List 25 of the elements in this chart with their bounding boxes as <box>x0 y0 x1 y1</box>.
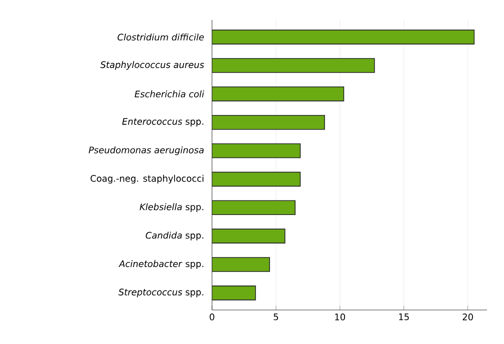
y-tick-label: Staphylococcus aureus <box>100 61 204 70</box>
y-tick-label: Pseudomonas aeruginosa <box>88 146 204 156</box>
y-tick-label: Coag.-neg. staphylococci <box>90 174 204 184</box>
y-tick-label: Clostridium difficile <box>118 34 204 41</box>
bar <box>212 30 475 44</box>
bar <box>212 228 286 244</box>
x-tick-label: 10 <box>335 314 346 320</box>
bar <box>212 58 375 73</box>
y-tick-label: Enterococcus spp. <box>122 118 204 127</box>
x-tick-label: 15 <box>399 314 409 320</box>
bar <box>212 143 301 158</box>
y-tick-label: Streptococcus spp. <box>118 288 204 298</box>
bar <box>212 286 256 300</box>
bar <box>212 114 325 130</box>
bar <box>212 86 344 102</box>
bar <box>212 257 270 272</box>
x-tick-label: 20 <box>462 314 473 320</box>
y-tick-label: Candida spp. <box>146 232 204 240</box>
y-tick-label: Escherichia coli <box>134 90 204 98</box>
y-tick-label: Acinetobacter spp. <box>118 260 204 269</box>
bar <box>212 172 301 187</box>
x-tick-label: 0 <box>210 314 214 320</box>
y-tick-label: Klebsiella spp. <box>140 203 204 212</box>
x-tick-label: 5 <box>274 314 278 320</box>
bar <box>212 200 296 216</box>
